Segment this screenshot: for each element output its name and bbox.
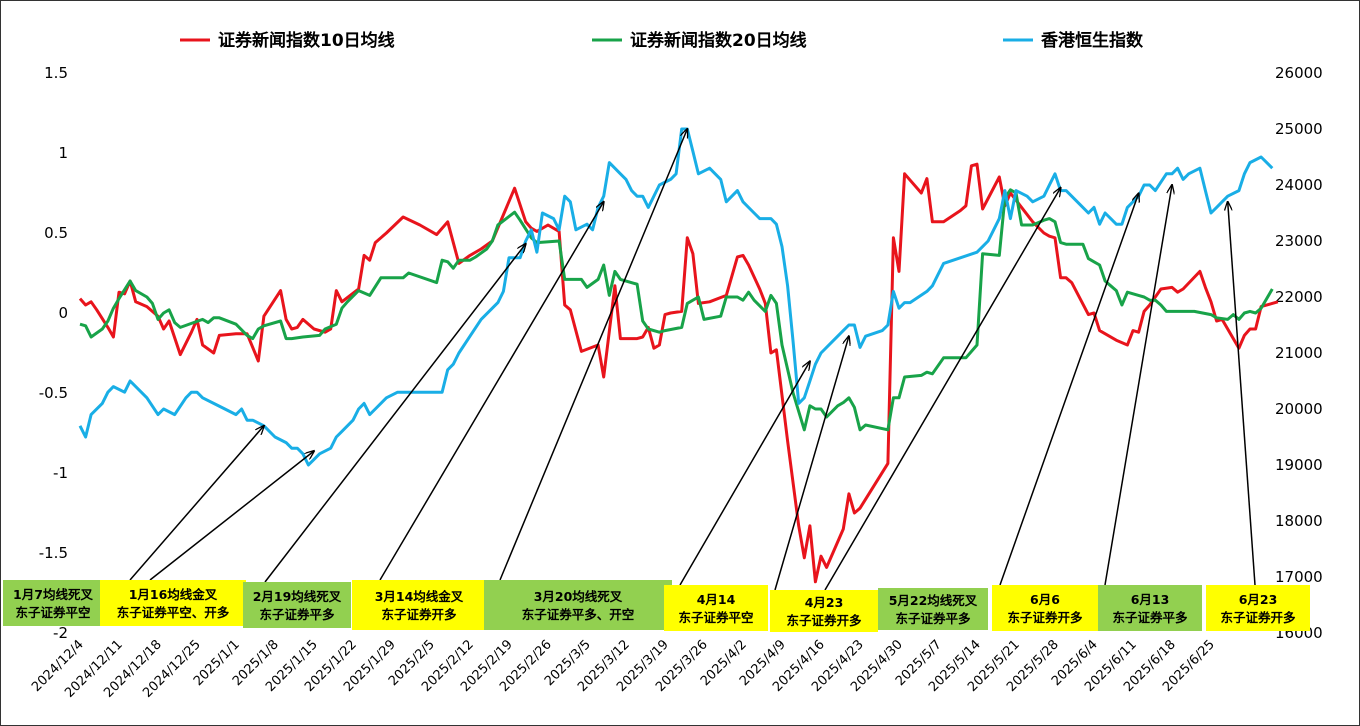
legend-label-1: 证券新闻指数10日均线	[218, 30, 395, 51]
annotation-title: 6月23	[1239, 592, 1278, 607]
annotation-title: 3月14均线金叉	[375, 589, 464, 604]
annotation-box	[1206, 585, 1310, 631]
annotation-box	[100, 580, 246, 626]
annotation-arrow	[264, 244, 526, 583]
series-line-1	[78, 162, 1279, 584]
annotation-box	[484, 580, 672, 630]
annotation-arrow	[149, 451, 314, 581]
annotation-arrow	[499, 129, 687, 581]
legend-label-2: 证券新闻指数20日均线	[630, 30, 807, 51]
annotation-box	[243, 582, 351, 628]
annotation-action: 东子证券开多	[786, 613, 862, 628]
y-left-tick: 1.5	[44, 64, 68, 82]
annotation-arrow	[1228, 202, 1256, 586]
annotation-arrow	[679, 361, 810, 586]
annotation-title: 5月22均线死叉	[889, 593, 978, 608]
annotation-action: 东子证券平空	[15, 605, 90, 620]
y-left-tick: 0.5	[44, 224, 68, 242]
annotation-title: 1月16均线金叉	[129, 587, 218, 602]
y-right-tick: 24000	[1275, 176, 1323, 194]
legend: 证券新闻指数10日均线 证券新闻指数20日均线 香港恒生指数	[180, 30, 1144, 51]
annotation-title: 3月20均线死叉	[534, 589, 623, 604]
annotation-arrow	[379, 202, 604, 581]
y-left-tick: -2	[53, 624, 68, 642]
series-line-2	[79, 188, 1274, 432]
y-left-tick: 1	[58, 144, 68, 162]
annotation-title: 4月14	[697, 592, 736, 607]
annotation-title: 1月7均线死叉	[13, 587, 93, 602]
annotation-box	[1098, 585, 1202, 631]
annotation-title: 4月23	[805, 595, 844, 610]
annotation-box	[664, 585, 768, 631]
annotation-arrow	[129, 426, 264, 581]
series-group	[78, 127, 1279, 584]
annotation-arrow	[824, 188, 1061, 591]
series-line-3	[78, 127, 1274, 467]
y-right-tick: 17000	[1275, 568, 1323, 586]
y-axis-left: 1.5 1 0.5 0 -0.5 -1 -1.5 -2	[39, 64, 68, 642]
annotation-action: 东子证券平多、开空	[522, 607, 635, 622]
annotation-box	[770, 590, 878, 632]
y-right-tick: 21000	[1275, 344, 1323, 362]
legend-label-3: 香港恒生指数	[1041, 30, 1144, 51]
annotation-action: 东子证券平空、开多	[117, 605, 230, 620]
annotation-arrow	[1104, 185, 1172, 586]
y-right-tick: 20000	[1275, 400, 1323, 418]
annotation-title: 6月13	[1131, 592, 1170, 607]
annotation-arrow	[774, 336, 849, 591]
annotation-title: 2月19均线死叉	[253, 589, 342, 604]
annotation-arrow	[999, 193, 1139, 586]
y-right-tick: 25000	[1275, 120, 1323, 138]
annotation-action: 东子证券平多	[1112, 610, 1188, 625]
annotation-action: 东子证券开多	[381, 607, 457, 622]
y-left-tick: -0.5	[39, 384, 68, 402]
annotation-action: 东子证券平空	[678, 610, 753, 625]
annotation-title: 6月6	[1030, 592, 1060, 607]
y-right-tick: 18000	[1275, 512, 1323, 530]
annotation-action: 东子证券开多	[1007, 610, 1083, 625]
annotation-action: 东子证券开多	[1220, 610, 1296, 625]
y-right-tick: 22000	[1275, 288, 1323, 306]
annotation-box	[3, 580, 103, 626]
y-right-tick: 26000	[1275, 64, 1323, 82]
y-left-tick: -1	[53, 464, 68, 482]
annotation-box	[878, 588, 988, 630]
annotation-action: 东子证券平多	[895, 611, 971, 626]
annotation-box	[992, 585, 1098, 631]
y-left-tick: -1.5	[39, 544, 68, 562]
y-right-tick: 23000	[1275, 232, 1323, 250]
y-right-tick: 19000	[1275, 456, 1323, 474]
annotation-action: 东子证券平多	[259, 607, 335, 622]
y-left-tick: 0	[58, 304, 68, 322]
y-axis-right: 26000 25000 24000 23000 22000 21000 20000 19000…	[1275, 64, 1323, 642]
annotations: 1月7均线死叉东子证券平空1月16均线金叉东子证券平空、开多2月19均线死叉东子…	[3, 129, 1310, 632]
annotation-box	[352, 580, 486, 630]
